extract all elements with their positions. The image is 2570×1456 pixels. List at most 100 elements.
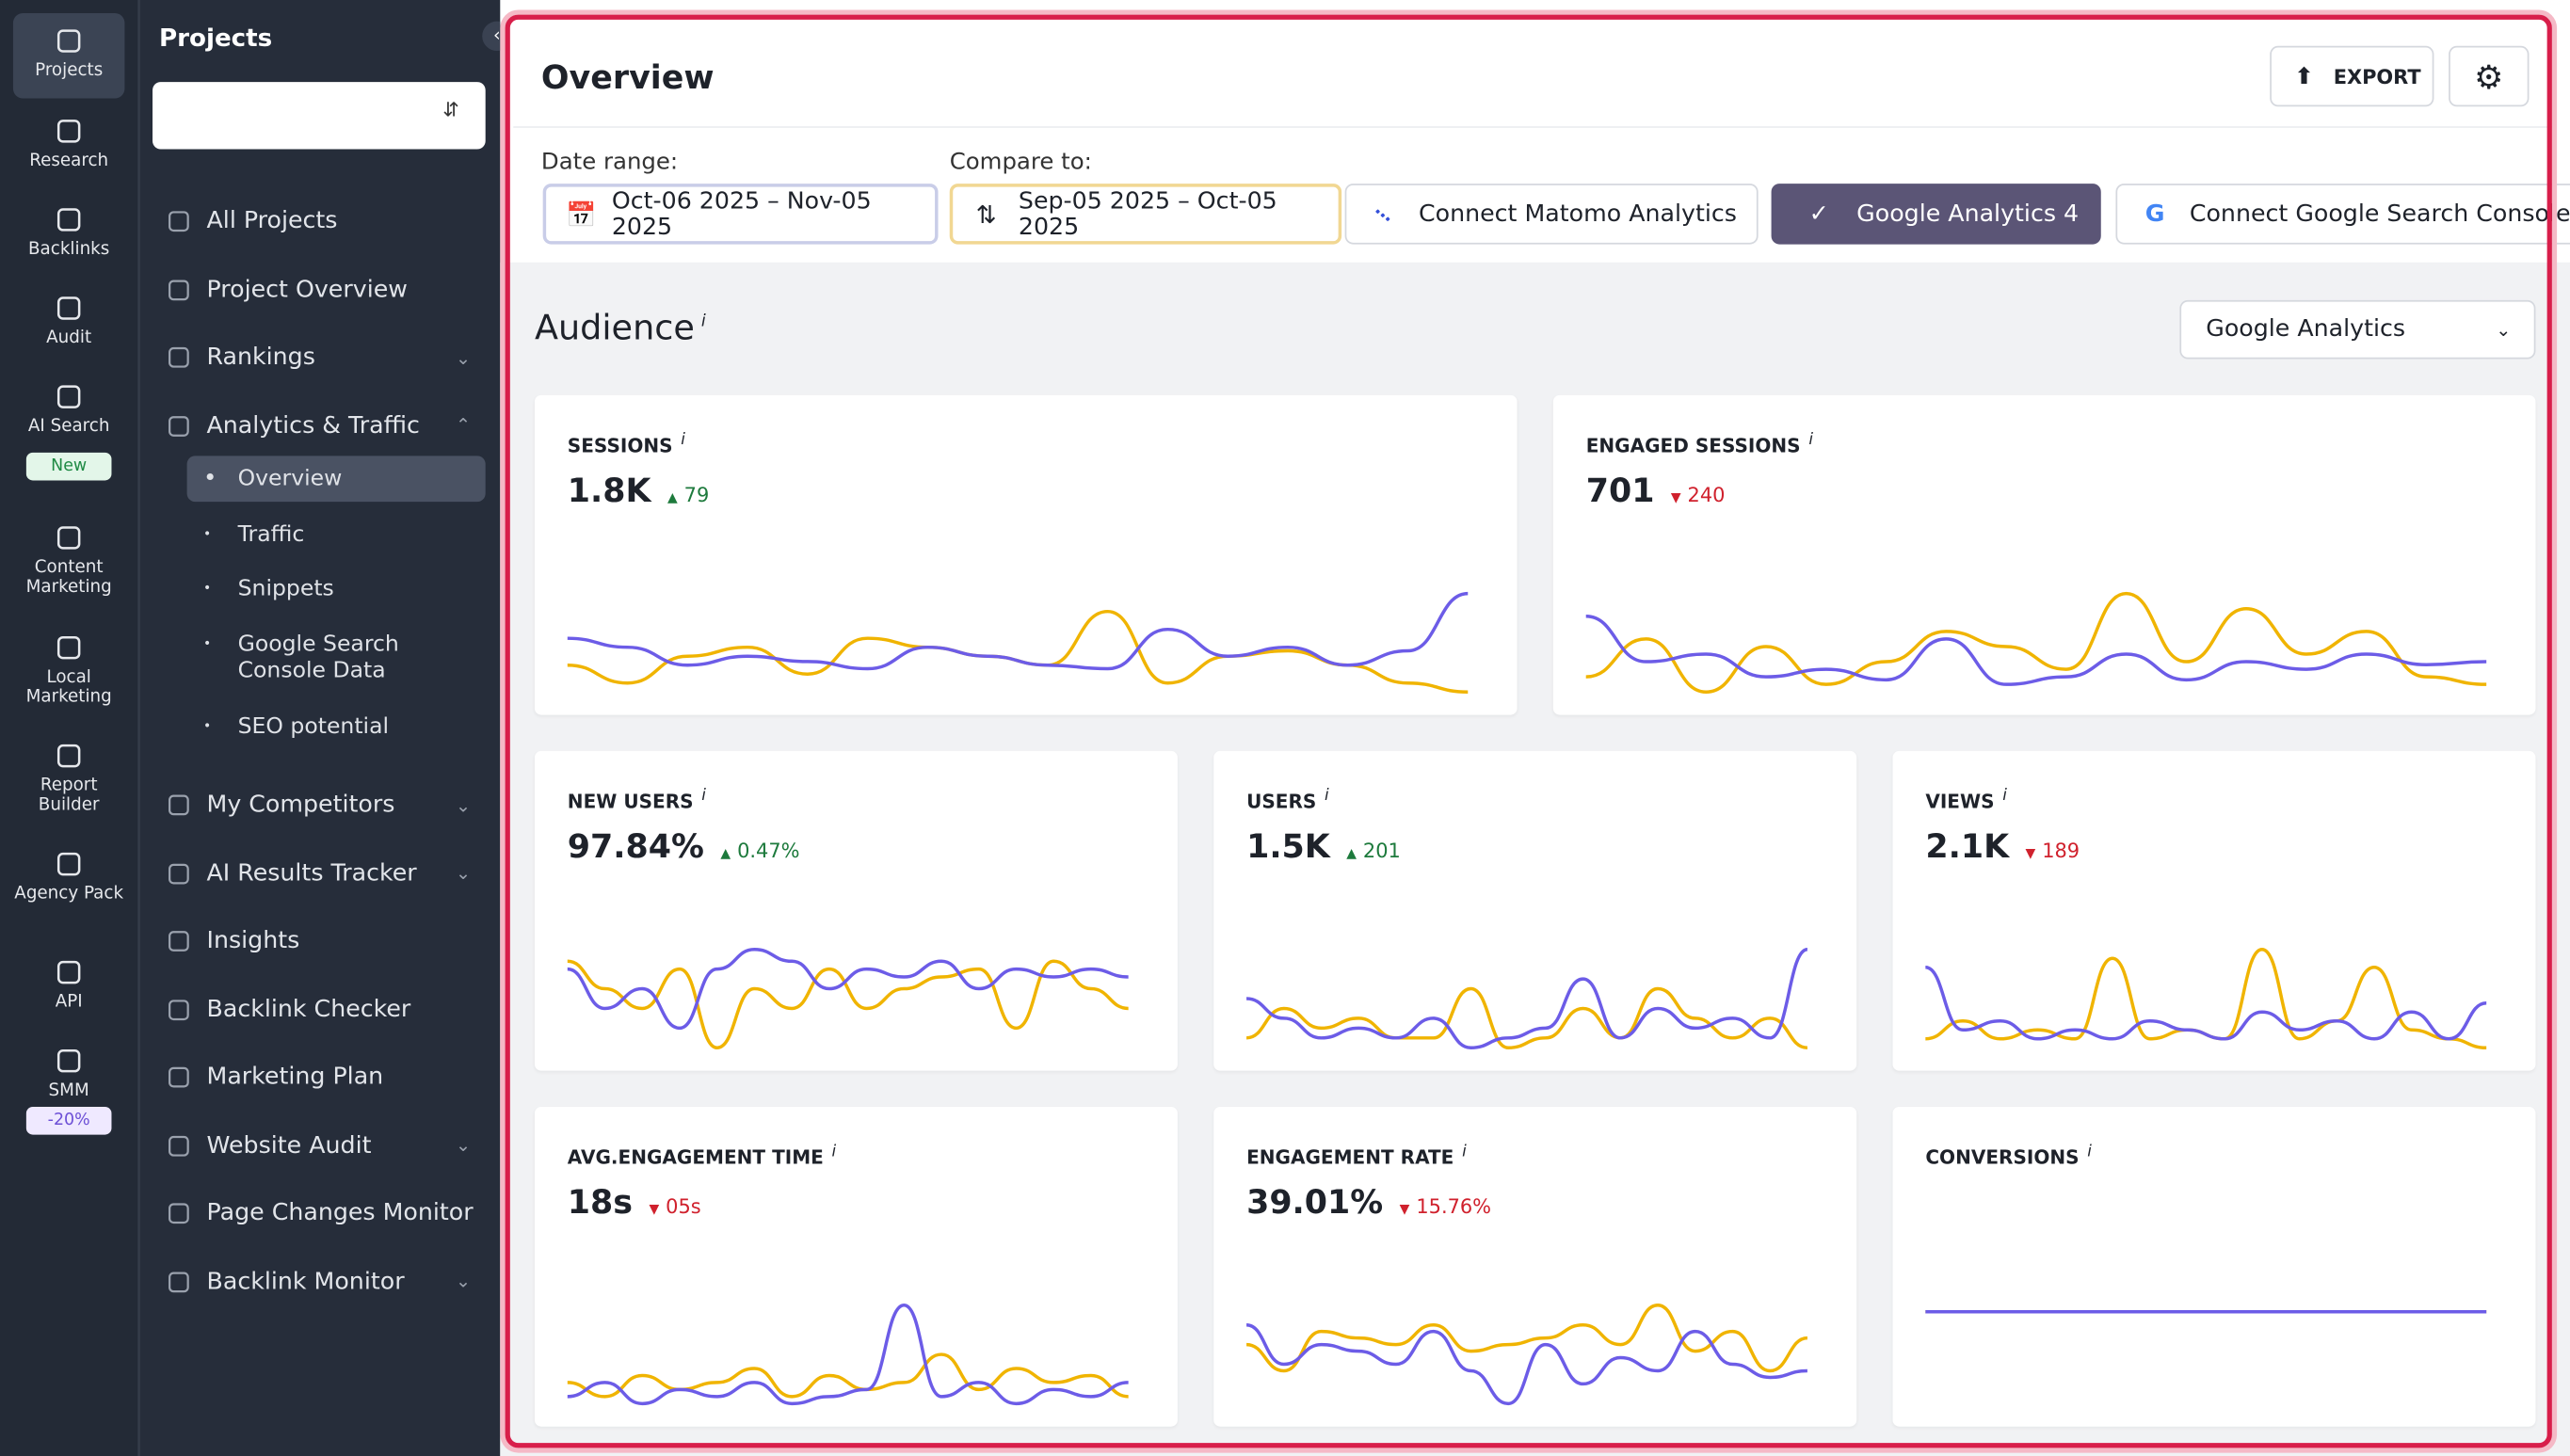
sidebar: Projects ⇵ ‹ All Projects Project Overvie… [139,0,512,1456]
sidebar-item-label: Backlink Checker [206,996,411,1023]
card-title-text: AVG.ENGAGEMENT TIME [567,1145,824,1169]
sidebar-item[interactable]: Backlink Checker [166,975,487,1044]
export-button[interactable]: ⬆ EXPORT [2270,45,2434,107]
icon [169,931,189,952]
date-picker[interactable]: 📅 Oct-06 2025 – Nov-05 2025 [542,184,939,245]
project-select[interactable]: ⇵ [153,82,486,150]
card-title-text: VIEWS [1925,790,1995,813]
rail-item[interactable]: Research [13,104,124,179]
matomo-button[interactable]: ᨞ Connect Matomo Analytics [1344,184,1759,245]
bullet: • [203,635,212,650]
sidebar-item-label: Analytics & Traffic [206,412,420,440]
sidebar-subitem[interactable]: • Traffic [187,511,486,557]
sidebar-subitem[interactable]: • SEO potential [187,703,486,749]
sidebar-item[interactable]: Insights [166,906,487,975]
trend-arrow: ▼ [1670,489,1681,505]
sidebar-item[interactable]: Project Overview [166,255,487,324]
icon [169,1066,189,1088]
info-icon[interactable]: i [1325,787,1329,806]
card-title: ENGAGED SESSIONS i [1586,431,1813,457]
rail-badge: New [25,452,112,481]
sidebar-item[interactable]: All Projects [166,187,487,256]
rail-item[interactable]: Content Marketing [13,510,124,597]
info-icon[interactable]: i [2087,1143,2092,1161]
sidebar-item[interactable]: AI Results Tracker ⌄ [166,839,487,907]
card-change: ▼ 05s [649,1195,700,1218]
export-label: EXPORT [2333,64,2421,88]
card-change-value: 15.76% [1416,1195,1492,1219]
rail-item[interactable]: Local Marketing [13,620,124,707]
sidebar-item[interactable]: Analytics & Traffic ⌃ [166,392,487,460]
icon-shape [169,931,189,952]
icon-shape [169,999,189,1020]
rail-item[interactable]: Agency Pack [13,837,124,912]
source-label: Google Analytics [2206,316,2406,344]
bullet: • [203,525,212,541]
rail-label: Content Marketing [25,557,112,598]
card-title-text: USERS [1246,790,1317,813]
info-icon[interactable]: i [1462,1143,1467,1161]
sidebar-item[interactable]: Rankings ⌄ [166,323,487,392]
chevron: ⌄ [455,794,472,816]
sidebar-subitem[interactable]: • Overview [186,456,486,503]
card-value: 2.1K ▼ 189 [1925,826,2080,866]
ga4-button[interactable]: ✓ Google Analytics 4 [1771,184,2101,245]
card-value-text: 701 [1585,471,1655,510]
icon [169,862,189,884]
rail-item[interactable]: Backlinks [13,192,124,267]
sidebar-item[interactable]: Website Audit ⌄ [166,1111,487,1179]
sparkline-previous [567,1352,1129,1399]
rail-label: Agency Pack [14,884,124,904]
card-value-text: 2.1K [1925,826,2010,866]
metric-card: AVG.ENGAGEMENT TIME i 18s ▼ 05s [534,1106,1178,1427]
card-title-text: ENGAGED SESSIONS [1585,434,1801,457]
info-icon[interactable]: i [2002,787,2007,806]
rail-item[interactable]: API [13,945,124,1020]
icon [56,526,81,550]
card-value: 1.5K ▲ 201 [1246,826,1401,866]
info-icon[interactable]: i [681,431,685,450]
info-icon[interactable]: i [701,787,706,806]
compare-label: Compare to: [949,149,1092,176]
compare-picker[interactable]: ⇅ Sep-05 2025 – Oct-05 2025 [949,184,1342,245]
icon [56,120,81,143]
card-title: VIEWS i [1925,787,2007,813]
sparkline [1925,1310,2487,1314]
icon [169,211,189,232]
info-icon[interactable]: i [1808,431,1813,450]
sidebar-item[interactable]: My Competitors ⌄ [166,771,487,840]
trend-arrow: ▼ [649,1202,660,1217]
gsc-button[interactable]: G Connect Google Search Console [2115,184,2570,245]
sidebar-item[interactable]: Marketing Plan [166,1043,487,1112]
icon-shape [56,526,81,550]
rail-item[interactable]: SMM [13,1033,124,1109]
audience-title: Audience i [535,309,706,348]
card-change: ▼ 15.76% [1400,1195,1491,1218]
ga4-label: Google Analytics 4 [1856,200,2080,228]
sidebar-subitem-label: Snippets [237,575,334,602]
sidebar-subitem-label: Google Search Console Data [237,630,399,683]
card-change: ▼ 240 [1671,484,1726,506]
sidebar-item-label: Project Overview [206,276,408,303]
sparkline-previous [1585,591,2487,694]
icon-rail: Projects Research Backlinks Audit AI Search N… [0,0,140,1456]
card-title: CONVERSIONS i [1925,1143,2092,1169]
rail-item[interactable]: Audit [13,280,124,356]
rail-item[interactable]: Projects [12,12,125,99]
sidebar-item-label: Website Audit [206,1131,372,1159]
icon-shape [169,1135,189,1156]
icon-shape [169,346,189,368]
sidebar-subitem[interactable]: • Snippets [187,566,486,612]
sidebar-item[interactable]: Backlink Monitor ⌄ [166,1247,487,1316]
trend-arrow: ▲ [720,845,731,861]
date-label: Date range: [540,149,679,176]
rail-item[interactable]: Report Builder [13,728,124,815]
source-select[interactable]: Google Analytics ⌄ [2179,299,2536,360]
sidebar-subitem[interactable]: • Google Search Console Data [187,620,486,693]
info-icon[interactable]: i [831,1143,837,1161]
rail-item[interactable]: AI Search [13,369,124,444]
sidebar-item[interactable]: Page Changes Monitor [166,1179,487,1248]
info-icon[interactable]: i [700,312,706,331]
sparkline [567,947,1129,1050]
settings-button[interactable]: ⚙ [2449,45,2530,107]
